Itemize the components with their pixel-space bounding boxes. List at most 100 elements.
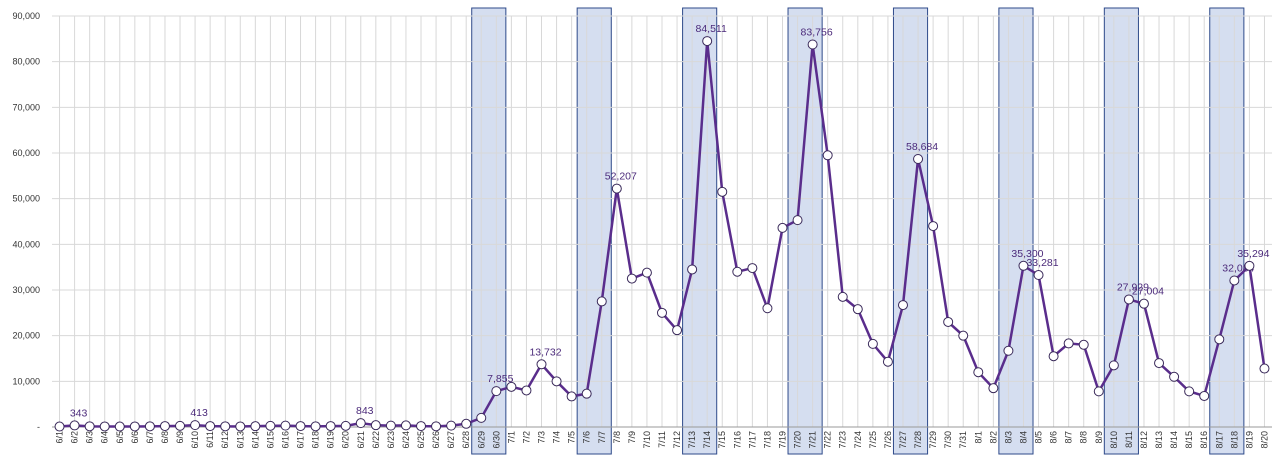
x-tick-label: 6/13: [235, 431, 245, 449]
x-tick-label: 6/14: [250, 431, 260, 449]
marker: [84, 421, 95, 432]
data-label: 35,294: [1237, 248, 1269, 260]
data-label: 27,929: [1117, 281, 1149, 293]
data-label: 13,732: [529, 346, 561, 358]
x-tick-label: 7/14: [702, 431, 712, 449]
x-tick-label: 7/13: [687, 431, 697, 449]
marker: [807, 39, 818, 50]
highlight-band: [576, 7, 612, 455]
y-tick-label: 50,000: [12, 194, 40, 204]
y-tick-label: 80,000: [12, 57, 40, 67]
x-tick-label: 8/17: [1214, 431, 1224, 449]
x-tick-label: 6/5: [115, 431, 125, 444]
highlight-band: [787, 7, 823, 455]
x-tick-label: 6/1: [55, 431, 65, 444]
marker: [159, 421, 170, 432]
marker: [521, 385, 532, 396]
x-tick-label: 8/2: [988, 431, 998, 444]
y-tick-label: 90,000: [12, 11, 40, 21]
x-tick-label: 6/17: [296, 431, 306, 449]
x-tick-label: 8/18: [1229, 431, 1239, 449]
y-tick-label: 70,000: [12, 102, 40, 112]
marker: [325, 421, 336, 432]
marker: [867, 338, 878, 349]
marker: [1123, 294, 1134, 305]
x-tick-label: 8/6: [1049, 431, 1059, 444]
x-tick-label: 7/19: [777, 431, 787, 449]
marker: [144, 421, 155, 432]
x-tick-label: 8/9: [1094, 431, 1104, 444]
x-tick-label: 8/15: [1184, 431, 1194, 449]
x-tick-label: 7/8: [612, 431, 622, 444]
marker: [1244, 260, 1255, 271]
x-tick-label: 8/11: [1124, 431, 1134, 448]
marker: [943, 316, 954, 327]
x-tick-label: 7/7: [597, 431, 607, 444]
x-tick-label: 6/18: [311, 431, 321, 449]
x-tick-label: 8/8: [1079, 431, 1089, 444]
highlight-band: [1103, 7, 1139, 455]
marker: [913, 154, 924, 165]
data-label: 58,684: [906, 141, 938, 153]
x-tick-label: 6/26: [431, 431, 441, 449]
marker: [1199, 390, 1210, 401]
x-tick-label: 7/1: [506, 431, 516, 444]
marker: [235, 421, 246, 432]
x-tick-label: 7/23: [838, 431, 848, 449]
x-tick-label: 7/9: [627, 431, 637, 444]
highlight-band: [998, 7, 1034, 455]
x-tick-label: 6/27: [446, 431, 456, 449]
x-tick-label: 7/24: [853, 431, 863, 449]
marker: [129, 421, 140, 432]
x-tick-label: 7/18: [762, 431, 772, 449]
marker: [175, 420, 186, 431]
x-tick-label: 6/7: [145, 431, 155, 444]
marker: [1169, 371, 1180, 382]
marker: [295, 421, 306, 432]
y-tick-label: 40,000: [12, 239, 40, 249]
marker: [687, 264, 698, 275]
data-label: 33,281: [1026, 257, 1058, 269]
data-label: 83,756: [801, 27, 833, 39]
marker: [672, 325, 683, 336]
data-label: 52,207: [605, 171, 637, 183]
x-tick-label: 8/16: [1199, 431, 1209, 449]
marker: [1048, 351, 1059, 362]
marker: [988, 383, 999, 394]
marker: [1154, 358, 1165, 369]
marker: [1003, 345, 1014, 356]
marker: [1138, 298, 1149, 309]
x-tick-label: 8/14: [1169, 431, 1179, 449]
marker: [400, 420, 411, 431]
x-tick-label: 7/2: [521, 431, 531, 444]
y-tick-label: 30,000: [12, 285, 40, 295]
marker: [611, 183, 622, 194]
marker: [69, 420, 80, 431]
marker: [220, 421, 231, 432]
marker: [250, 421, 261, 432]
x-tick-label: 8/10: [1109, 431, 1119, 449]
x-tick-label: 6/9: [175, 431, 185, 444]
x-tick-label: 7/6: [582, 431, 592, 444]
x-tick-label: 8/12: [1139, 431, 1149, 449]
marker: [476, 412, 487, 423]
marker: [777, 222, 788, 233]
marker: [882, 356, 893, 367]
marker: [385, 420, 396, 431]
x-tick-label: 7/10: [642, 431, 652, 449]
x-tick-label: 7/26: [883, 431, 893, 449]
marker: [461, 418, 472, 429]
marker: [1184, 386, 1195, 397]
marker: [431, 421, 442, 432]
data-label: 343: [70, 407, 88, 419]
x-tick-label: 7/12: [672, 431, 682, 449]
marker: [1093, 386, 1104, 397]
marker: [626, 273, 637, 284]
marker: [99, 421, 110, 432]
marker: [340, 420, 351, 431]
marker: [190, 420, 201, 431]
data-label: 27,004: [1132, 286, 1164, 298]
x-tick-label: 6/22: [371, 431, 381, 449]
marker: [596, 296, 607, 307]
x-tick-label: 7/31: [958, 431, 968, 449]
